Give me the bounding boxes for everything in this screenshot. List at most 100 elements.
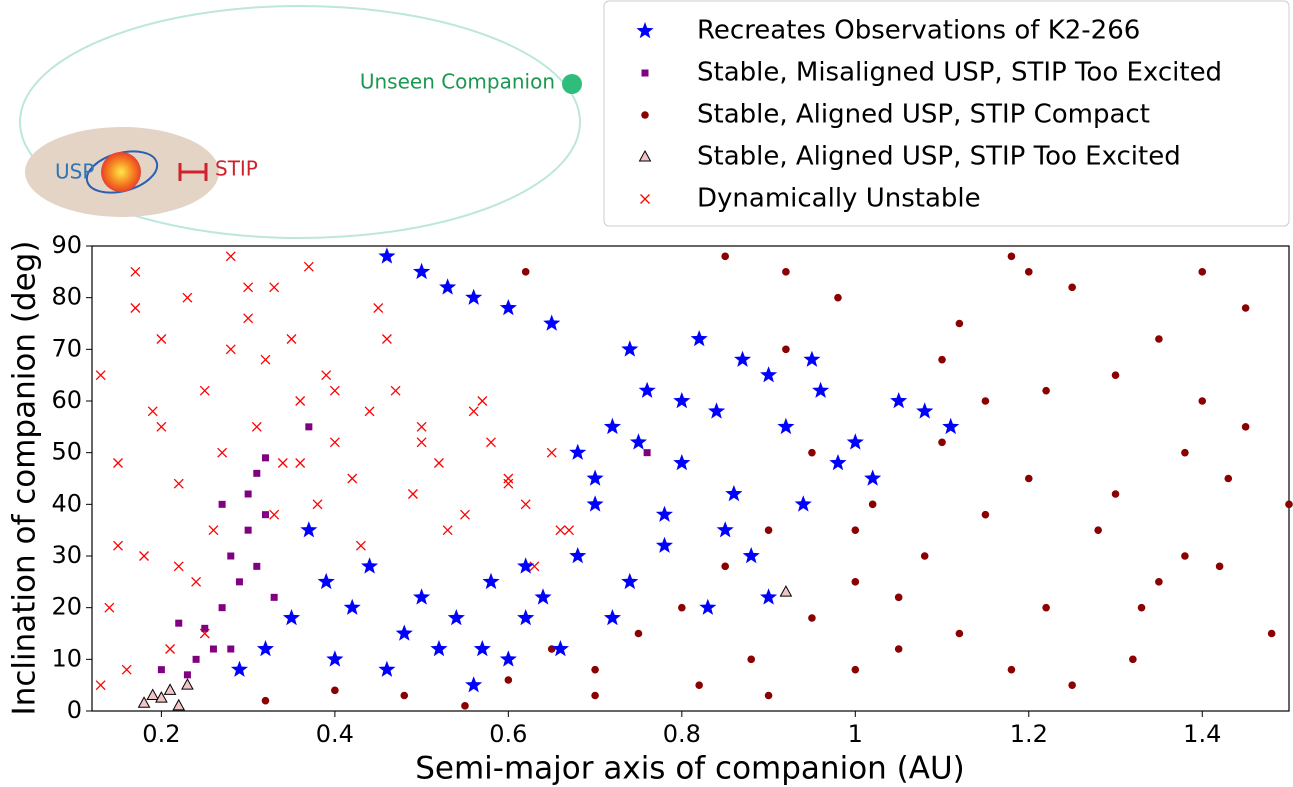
point [742, 547, 760, 564]
point [347, 473, 358, 484]
point [416, 437, 427, 448]
point [173, 478, 184, 489]
point [172, 698, 186, 711]
point [113, 540, 123, 551]
point [1068, 681, 1076, 689]
point [163, 683, 177, 695]
point [295, 396, 306, 406]
point [1181, 448, 1189, 457]
plot-area [91, 245, 1290, 712]
point [192, 655, 200, 663]
point [477, 396, 488, 406]
point [1024, 474, 1033, 483]
point [439, 278, 457, 295]
point [938, 355, 946, 364]
point [1007, 252, 1016, 261]
y-tick-label: 90 [51, 231, 82, 259]
point [1129, 655, 1137, 664]
point [147, 406, 158, 417]
point [442, 525, 453, 536]
point [1111, 490, 1120, 498]
point [779, 585, 793, 597]
legend-label: Dynamically Unstable [697, 184, 981, 214]
point [1155, 578, 1163, 586]
point [139, 551, 150, 561]
point [390, 385, 401, 396]
x-tick-label: 1 [848, 720, 863, 748]
point [326, 650, 344, 667]
point [868, 500, 877, 509]
point [521, 268, 530, 276]
point [499, 299, 517, 316]
point [261, 696, 270, 705]
legend-frame [603, 0, 1290, 227]
point [851, 578, 860, 586]
point [629, 433, 647, 450]
point [433, 458, 444, 468]
point [955, 629, 964, 638]
point [321, 370, 332, 381]
point [253, 469, 261, 477]
point [286, 334, 297, 344]
point [529, 561, 540, 572]
point [395, 624, 413, 641]
point [305, 423, 313, 431]
y-tick-label: 40 [51, 489, 82, 517]
x-tick-label: 0.2 [142, 720, 180, 748]
point [1094, 526, 1102, 534]
point [543, 314, 561, 331]
point [331, 686, 339, 695]
point [725, 485, 743, 502]
point [638, 149, 652, 162]
point [643, 449, 651, 457]
system-diagram: Unseen Companion USP STIP [19, 5, 582, 239]
point [486, 437, 496, 448]
point [603, 609, 621, 626]
point [465, 288, 483, 305]
point [721, 252, 729, 261]
point [673, 392, 691, 409]
x-tick-label: 0.6 [489, 720, 527, 748]
point [640, 194, 650, 204]
x-tick-label: 1.4 [1183, 720, 1221, 748]
point [430, 640, 448, 657]
x-axis-label: Semi-major axis of companion (AU) [415, 751, 965, 787]
point [146, 688, 160, 700]
point [851, 665, 860, 674]
point [890, 392, 908, 409]
point [760, 366, 778, 383]
point [227, 645, 235, 653]
point [165, 644, 176, 654]
point [156, 334, 167, 344]
point [317, 572, 335, 590]
point [277, 458, 288, 468]
x-tick-label: 0.4 [316, 720, 354, 748]
point [181, 678, 194, 690]
point [1007, 665, 1016, 674]
point [708, 402, 726, 419]
point [1042, 386, 1050, 395]
point [261, 511, 269, 519]
point [208, 525, 219, 536]
point [1198, 268, 1207, 276]
point [808, 448, 816, 457]
point [183, 671, 191, 679]
legend-label: Recreates Observations of K2-266 [697, 16, 1140, 46]
y-tick-label: 10 [51, 644, 82, 672]
point [218, 500, 226, 508]
point [803, 350, 821, 367]
point [243, 313, 254, 324]
point [1181, 552, 1189, 560]
point [312, 499, 323, 510]
point [846, 433, 864, 450]
companion [562, 74, 582, 94]
point [981, 397, 990, 405]
point [716, 521, 734, 538]
point [244, 490, 252, 498]
point [282, 609, 301, 626]
point [955, 319, 964, 328]
point [1198, 397, 1207, 405]
point [782, 345, 790, 354]
y-tick-label: 70 [51, 334, 82, 362]
point [569, 547, 587, 564]
